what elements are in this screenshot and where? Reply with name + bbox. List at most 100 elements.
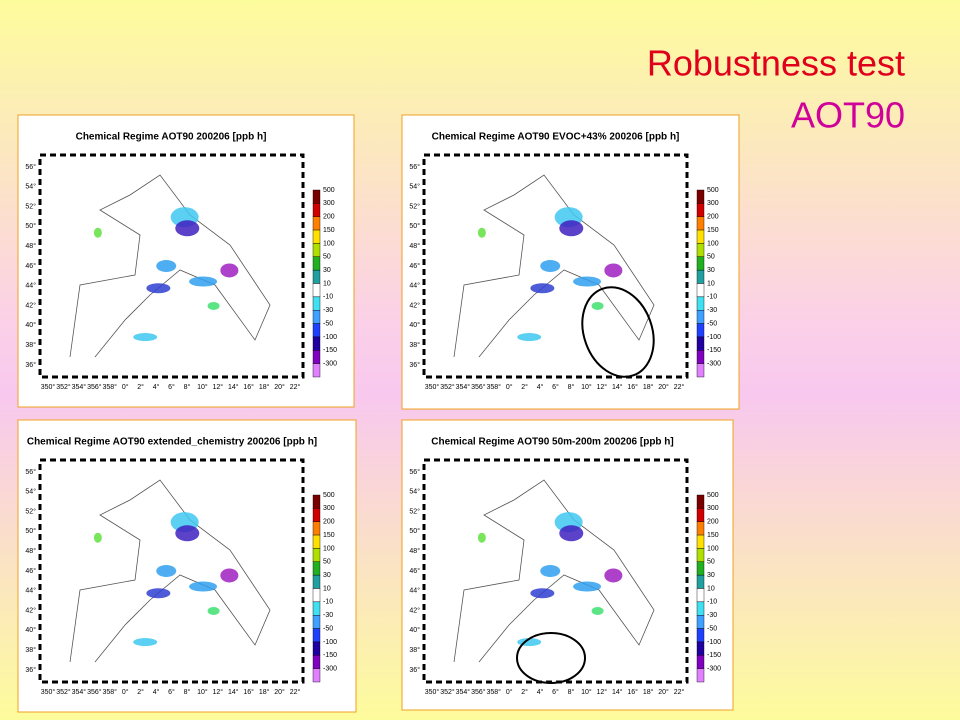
colorbar-label: 200 (323, 519, 335, 526)
colorbar-label: 50 (707, 559, 715, 566)
colorbar-label: -100 (707, 639, 721, 646)
colorbar-cell (312, 601, 321, 616)
colorbar-cell (696, 615, 705, 629)
colorbar-label: 30 (707, 572, 715, 579)
colorbar-cell (312, 189, 321, 204)
colorbar-label: 300 (323, 505, 335, 512)
lon-label: 22° (674, 383, 685, 391)
colorbar-label: -10 (323, 599, 333, 606)
colorbar-cell (696, 521, 705, 536)
lon-label: 352° (440, 688, 455, 696)
coastline (69, 174, 271, 358)
lon-label: 20° (274, 383, 285, 391)
colorbar-cell (312, 534, 321, 549)
colorbar-cell (696, 350, 705, 364)
field-blob (477, 227, 486, 238)
field-blob (540, 260, 561, 272)
lat-label: 36° (25, 666, 36, 674)
lon-label: 14° (612, 383, 623, 391)
lat-label: 52° (409, 507, 420, 515)
field-blob (93, 227, 102, 238)
lon-label: 22° (674, 688, 685, 696)
field-blob (133, 333, 158, 342)
lon-label: 6° (168, 688, 175, 696)
colorbar-cell (312, 521, 321, 536)
map-panel: Chemical Regime AOT90 extended_chemistry… (17, 419, 357, 713)
lat-label: 36° (25, 361, 36, 369)
colorbar-label: 30 (707, 267, 715, 274)
lon-label: 8° (568, 688, 575, 696)
lon-label: 4° (153, 688, 160, 696)
field-blob (156, 260, 177, 272)
colorbar-label: -50 (323, 320, 333, 327)
highlight-oval (516, 632, 586, 684)
field-blob (540, 565, 561, 577)
colorbar-cell (696, 641, 705, 656)
lon-label: 12° (213, 383, 224, 391)
colorbar-cell (312, 283, 321, 298)
colorbar-label: -100 (707, 334, 721, 341)
colorbar-cell (312, 256, 321, 271)
colorbar-cell (312, 310, 321, 324)
lon-label: 4° (153, 383, 160, 391)
colorbar-cell (696, 229, 705, 244)
colorbar-label: -300 (707, 360, 721, 367)
lon-label: 352° (56, 383, 71, 391)
colorbar-label: 100 (323, 240, 335, 247)
field-blob (156, 565, 177, 577)
colorbar-label: -100 (323, 639, 337, 646)
field-blob (146, 588, 171, 599)
panel-title: Chemical Regime AOT90 50m-200m 200206 [p… (431, 437, 674, 448)
colorbar-label: 50 (707, 254, 715, 261)
field-blob (559, 525, 584, 542)
lon-label: 358° (487, 383, 502, 391)
lon-label: 10° (581, 383, 592, 391)
field-blob (133, 638, 158, 647)
lat-label: 56° (25, 468, 36, 476)
lon-label: 0° (122, 688, 129, 696)
lat-label: 50° (25, 527, 36, 535)
lat-label: 44° (25, 282, 36, 290)
colorbar-label: 10 (323, 585, 331, 592)
colorbar-label: 150 (323, 227, 335, 234)
colorbar-label: 100 (707, 545, 719, 552)
lat-label: 56° (409, 163, 420, 171)
colorbar-label: 200 (323, 214, 335, 221)
field-blob (220, 568, 239, 583)
colorbar-cell (312, 628, 321, 643)
lat-label: 52° (409, 202, 420, 210)
lon-label: 350° (41, 383, 56, 391)
colorbar-label: 200 (707, 214, 719, 221)
lat-label: 56° (25, 163, 36, 171)
lon-label: 20° (274, 688, 285, 696)
lon-label: 18° (643, 383, 654, 391)
colorbar-cell (696, 561, 705, 576)
colorbar-label: 150 (707, 227, 719, 234)
lat-label: 54° (409, 183, 420, 191)
colorbar-label: -100 (323, 334, 337, 341)
lon-label: 10° (581, 688, 592, 696)
lon-label: 4° (537, 383, 544, 391)
coastline (69, 479, 271, 663)
colorbar-cell (696, 296, 705, 311)
field-blob (207, 301, 220, 310)
field-blob (477, 532, 486, 543)
colorbar-label: 30 (323, 572, 331, 579)
colorbar-cell (312, 350, 321, 364)
lat-label: 38° (409, 341, 420, 349)
colorbar-label: 100 (323, 545, 335, 552)
lon-label: 350° (425, 688, 440, 696)
lat-label: 48° (25, 242, 36, 250)
lon-label: 358° (103, 383, 118, 391)
lat-label: 52° (25, 507, 36, 515)
colorbar-cell (696, 323, 705, 338)
colorbar-label: 50 (323, 254, 331, 261)
colorbar-label: 500 (707, 492, 719, 499)
lon-label: 22° (290, 383, 301, 391)
colorbar-cell (312, 243, 321, 257)
lon-label: 354° (456, 688, 471, 696)
lat-label: 50° (25, 222, 36, 230)
colorbar-cell (696, 668, 705, 683)
